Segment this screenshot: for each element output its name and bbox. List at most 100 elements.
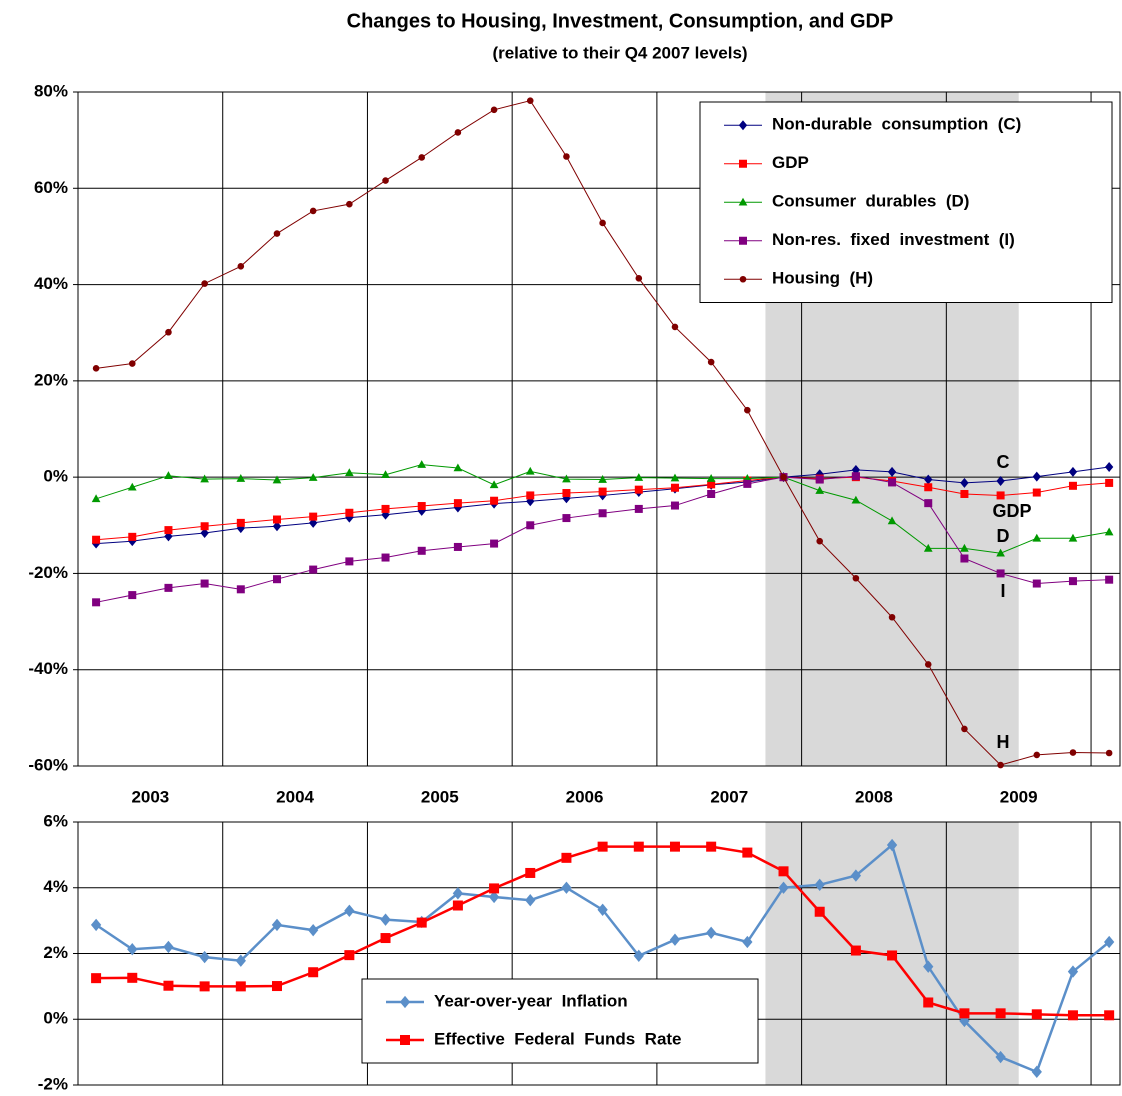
marker — [959, 1014, 970, 1028]
marker — [453, 542, 462, 551]
marker — [526, 97, 534, 104]
marker — [814, 878, 825, 891]
marker — [633, 949, 644, 962]
marker — [489, 480, 499, 489]
marker — [707, 489, 716, 498]
marker — [563, 153, 570, 160]
marker — [453, 463, 463, 472]
marker — [525, 894, 536, 907]
marker — [706, 474, 716, 482]
marker — [850, 869, 862, 882]
marker — [92, 598, 101, 607]
x-tick-label: 2006 — [566, 787, 604, 806]
marker — [850, 945, 861, 956]
marker — [852, 574, 860, 582]
marker — [237, 262, 245, 270]
marker — [308, 473, 318, 481]
marker — [598, 487, 607, 496]
marker — [634, 504, 643, 513]
marker — [91, 973, 102, 984]
marker — [490, 496, 499, 505]
legend-label: Consumer durables (D) — [772, 192, 969, 211]
marker — [996, 491, 1005, 500]
plot-frame — [77, 821, 1121, 1086]
marker — [200, 522, 209, 531]
marker — [164, 526, 173, 535]
marker — [598, 509, 607, 518]
marker — [887, 466, 897, 477]
marker — [561, 852, 572, 863]
marker — [272, 475, 282, 484]
marker — [669, 841, 680, 852]
marker — [851, 495, 861, 504]
x-tick-label: 2009 — [1000, 787, 1038, 806]
marker — [235, 954, 246, 967]
marker — [345, 508, 354, 517]
y-tick-label: 2% — [43, 943, 68, 962]
marker — [164, 583, 173, 592]
marker — [888, 478, 897, 487]
marker — [670, 483, 679, 492]
marker — [1031, 1065, 1042, 1079]
marker — [490, 106, 498, 114]
x-tick-label: 2004 — [276, 787, 314, 806]
marker — [995, 1050, 1006, 1064]
marker — [1032, 471, 1041, 482]
marker — [1105, 575, 1114, 584]
marker — [235, 981, 246, 992]
marker — [738, 120, 748, 131]
marker — [816, 537, 824, 545]
marker — [961, 725, 968, 733]
chart-subtitle: (relative to their Q4 2007 levels) — [492, 43, 747, 62]
marker — [199, 981, 210, 992]
marker — [887, 950, 898, 961]
marker — [271, 981, 282, 992]
marker — [923, 960, 934, 973]
marker — [707, 358, 715, 366]
marker — [382, 177, 389, 184]
marker — [1067, 965, 1079, 978]
marker — [1067, 1010, 1078, 1021]
marker — [91, 494, 101, 503]
marker — [344, 950, 355, 961]
marker — [995, 1008, 1006, 1019]
legend-label: Year-over-year Inflation — [434, 991, 628, 1010]
marker — [417, 546, 426, 555]
marker — [525, 867, 536, 878]
marker — [634, 473, 644, 481]
marker — [744, 406, 751, 414]
marker — [128, 591, 137, 600]
marker — [400, 1035, 410, 1045]
marker — [886, 838, 898, 852]
marker — [1104, 1010, 1115, 1021]
marker — [887, 516, 897, 525]
marker — [1068, 533, 1078, 542]
marker — [308, 923, 319, 937]
marker — [888, 613, 896, 621]
marker — [200, 474, 209, 483]
marker — [127, 482, 137, 491]
y-tick-label: -60% — [28, 755, 68, 774]
marker — [488, 890, 500, 904]
marker — [670, 501, 679, 510]
marker — [851, 472, 860, 481]
marker — [1104, 462, 1114, 473]
marker — [381, 553, 390, 562]
marker — [345, 557, 354, 566]
marker — [742, 935, 753, 949]
marker — [1105, 749, 1113, 757]
marker — [780, 473, 787, 481]
y-tick-label: 80% — [34, 81, 68, 100]
marker — [309, 517, 318, 528]
annotation: H — [997, 732, 1010, 752]
marker — [1031, 1009, 1042, 1020]
marker — [1104, 527, 1114, 536]
marker — [924, 483, 933, 492]
marker — [1033, 751, 1041, 759]
marker — [598, 475, 607, 483]
x-tick-label: 2007 — [710, 787, 748, 806]
annotation: I — [1000, 581, 1005, 601]
y-tick-label: 40% — [34, 274, 68, 293]
marker — [454, 129, 462, 136]
marker — [489, 883, 500, 894]
